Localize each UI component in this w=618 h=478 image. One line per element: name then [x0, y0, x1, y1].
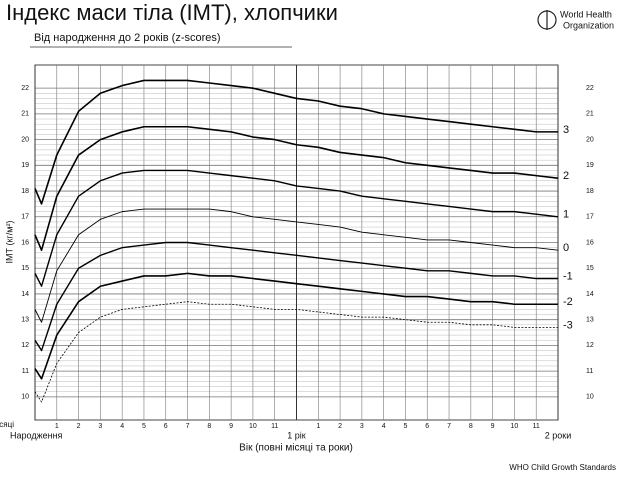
y-axis-label: ІМТ (кг/м²): [4, 221, 14, 264]
y-tick-label: 10: [21, 394, 29, 401]
y-tick-label-right: 20: [586, 136, 594, 143]
y-tick-label: 20: [21, 136, 29, 143]
x-tick-label: 1: [55, 423, 59, 430]
x-tick-label: 10: [511, 423, 519, 430]
y-tick-label-right: 18: [586, 188, 594, 195]
x-unit-label: Місяці: [0, 420, 14, 429]
chart-subtitle: Від народження до 2 років (z-scores): [34, 32, 221, 44]
x-tick-label: 6: [164, 423, 168, 430]
y-tick-label-right: 13: [586, 317, 594, 324]
x-tick-label: 9: [491, 423, 495, 430]
series-label: -2: [563, 296, 573, 308]
x-tick-label: 8: [469, 423, 473, 430]
series-line: [34, 272, 558, 380]
series-label: 1: [563, 209, 569, 221]
y-tick-label-right: 11: [586, 368, 593, 375]
x-tick-label: 2: [77, 423, 81, 430]
y-tick-label-right: 16: [586, 239, 594, 246]
x-tick-label: 9: [229, 423, 233, 430]
y-tick-label-right: 19: [586, 162, 594, 169]
year-tick-label: 2 роки: [545, 430, 571, 440]
x-tick-label: 11: [533, 423, 540, 430]
y-tick-label-right: 21: [586, 111, 594, 118]
x-tick-label: 5: [404, 423, 408, 430]
footer: WHO Child Growth Standards: [509, 463, 616, 472]
series-line: [34, 169, 559, 287]
x-tick-label: 2: [338, 423, 342, 430]
series-line: [34, 241, 558, 352]
logo-text: Organization: [563, 20, 614, 30]
x-tick-label: 7: [447, 423, 451, 430]
year-tick-label: 1 рік: [287, 430, 306, 440]
x-tick-label: 3: [360, 423, 364, 430]
y-tick-label-right: 17: [586, 214, 594, 221]
x-tick-label: 10: [249, 423, 257, 430]
series-line: [34, 301, 558, 403]
x-axis-label: Вік (повні місяці та роки): [239, 443, 353, 454]
x-tick-label: 8: [207, 423, 211, 430]
y-tick-label: 14: [21, 291, 29, 298]
who-logo: World Health Organization: [537, 9, 614, 30]
year-tick-label: Народження: [10, 430, 63, 440]
y-tick-label-right: 10: [586, 394, 594, 401]
x-tick-label: 5: [142, 423, 146, 430]
x-tick-label: 4: [382, 423, 386, 430]
series-label: -1: [563, 270, 573, 282]
series-label: -3: [563, 319, 573, 331]
y-tick-label: 11: [22, 368, 29, 375]
y-tick-label: 16: [21, 239, 29, 246]
chart-title: Індекс маси тіла (ІМТ), хлопчики: [6, 0, 338, 25]
series-label: 0: [563, 242, 569, 254]
logo-text: World Health: [560, 9, 612, 19]
series-line: [34, 125, 559, 252]
x-tick-label: 6: [425, 423, 429, 430]
series-label: 2: [563, 170, 569, 182]
x-tick-label: 3: [98, 423, 102, 430]
x-tick-label: 7: [186, 423, 190, 430]
y-tick-label: 17: [21, 214, 29, 221]
series-line: [34, 79, 558, 205]
y-tick-label: 21: [21, 111, 29, 118]
y-tick-label: 15: [21, 265, 29, 272]
y-tick-label-right: 22: [586, 85, 594, 92]
y-tick-label: 19: [21, 162, 29, 169]
y-tick-label: 22: [21, 85, 29, 92]
y-tick-label: 13: [21, 317, 29, 324]
y-tick-label-right: 15: [586, 265, 594, 272]
x-tick-label: 1: [316, 423, 320, 430]
x-tick-label: 4: [120, 423, 124, 430]
x-tick-label: 11: [271, 423, 278, 430]
series-label: 3: [563, 124, 569, 136]
y-tick-label: 18: [21, 188, 29, 195]
series-line: [34, 208, 559, 323]
y-tick-label-right: 14: [586, 291, 594, 298]
y-tick-label-right: 12: [586, 342, 594, 349]
y-tick-label: 12: [21, 342, 29, 349]
